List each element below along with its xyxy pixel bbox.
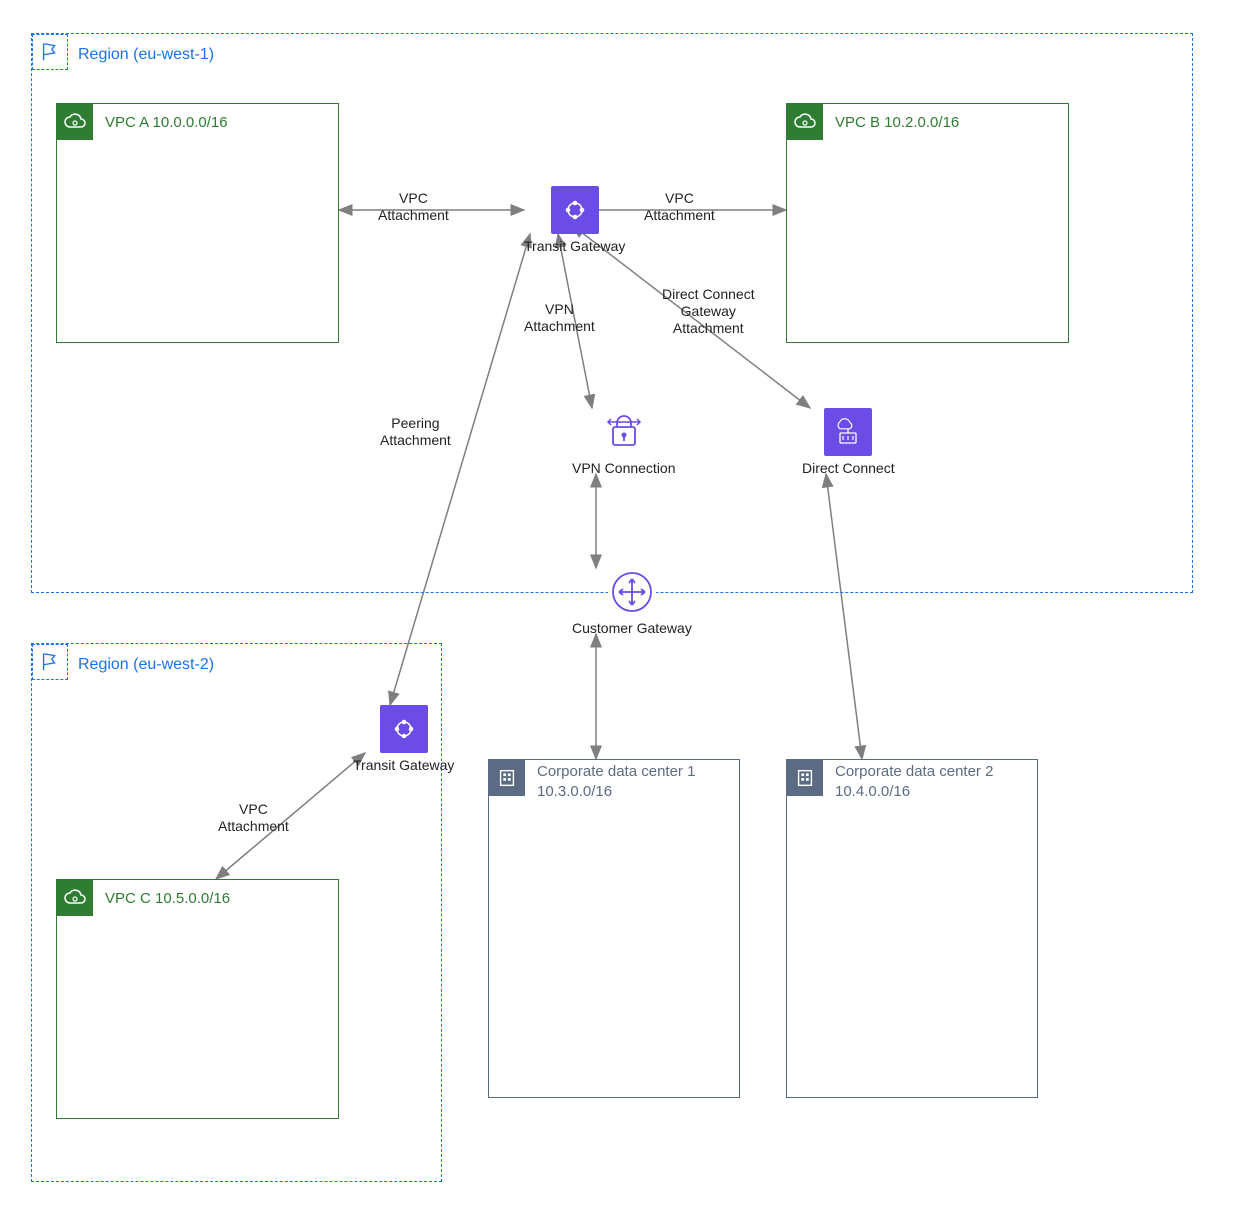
vpc-cloud-icon — [57, 104, 93, 140]
transit-gateway-2: Transit Gateway — [353, 705, 454, 773]
vpc-cloud-icon — [57, 880, 93, 916]
region-title: Region (eu-west-2) — [78, 650, 214, 674]
vpn-connection: VPN Connection — [572, 408, 676, 476]
dc-cidr: 10.3.0.0/16 — [537, 783, 612, 800]
building-icon — [787, 760, 823, 796]
direct-connect: Direct Connect — [802, 408, 895, 476]
edge-label-vpc-attach-b: VPC Attachment — [644, 190, 715, 224]
vpc-a: VPC A 10.0.0.0/16 — [56, 103, 339, 343]
dc-name: Corporate data center 2 — [835, 763, 993, 780]
edge-label-vpn-attach: VPN Attachment — [524, 301, 595, 335]
region-flag-icon — [32, 644, 68, 680]
vpc-cloud-icon — [787, 104, 823, 140]
vpn-icon — [600, 408, 648, 456]
node-label: VPN Connection — [572, 460, 676, 476]
region-title: Region (eu-west-1) — [78, 40, 214, 64]
node-label: Transit Gateway — [524, 238, 625, 254]
transit-gateway-1: Transit Gateway — [524, 186, 625, 254]
edge-label-vpc-attach-a: VPC Attachment — [378, 190, 449, 224]
datacenter-2: Corporate data center 2 10.4.0.0/16 — [786, 759, 1038, 1098]
vpc-title: VPC A 10.0.0.0/16 — [93, 114, 228, 131]
vpc-c: VPC C 10.5.0.0/16 — [56, 879, 339, 1119]
transit-gateway-icon — [380, 705, 428, 753]
vpc-b: VPC B 10.2.0.0/16 — [786, 103, 1069, 343]
dc-title: Corporate data center 2 10.4.0.0/16 — [823, 760, 993, 801]
edge-label-peering: Peering Attachment — [380, 415, 451, 449]
edge-label-vpc-attach-c: VPC Attachment — [218, 801, 289, 835]
transit-gateway-icon — [551, 186, 599, 234]
vpc-title: VPC C 10.5.0.0/16 — [93, 890, 230, 907]
customer-gateway: Customer Gateway — [572, 568, 692, 636]
node-label: Direct Connect — [802, 460, 895, 476]
region-flag-icon — [32, 34, 68, 70]
customer-gateway-icon — [608, 568, 656, 616]
edge-label-dx-attach: Direct Connect Gateway Attachment — [662, 286, 755, 336]
datacenter-1: Corporate data center 1 10.3.0.0/16 — [488, 759, 740, 1098]
diagram-canvas: Region (eu-west-1) Region (eu-west-2) VP… — [0, 0, 1244, 1222]
node-label: Transit Gateway — [353, 757, 454, 773]
dc-cidr: 10.4.0.0/16 — [835, 783, 910, 800]
dc-title: Corporate data center 1 10.3.0.0/16 — [525, 760, 695, 801]
node-label: Customer Gateway — [572, 620, 692, 636]
dc-name: Corporate data center 1 — [537, 763, 695, 780]
vpc-title: VPC B 10.2.0.0/16 — [823, 114, 959, 131]
direct-connect-icon — [824, 408, 872, 456]
building-icon — [489, 760, 525, 796]
